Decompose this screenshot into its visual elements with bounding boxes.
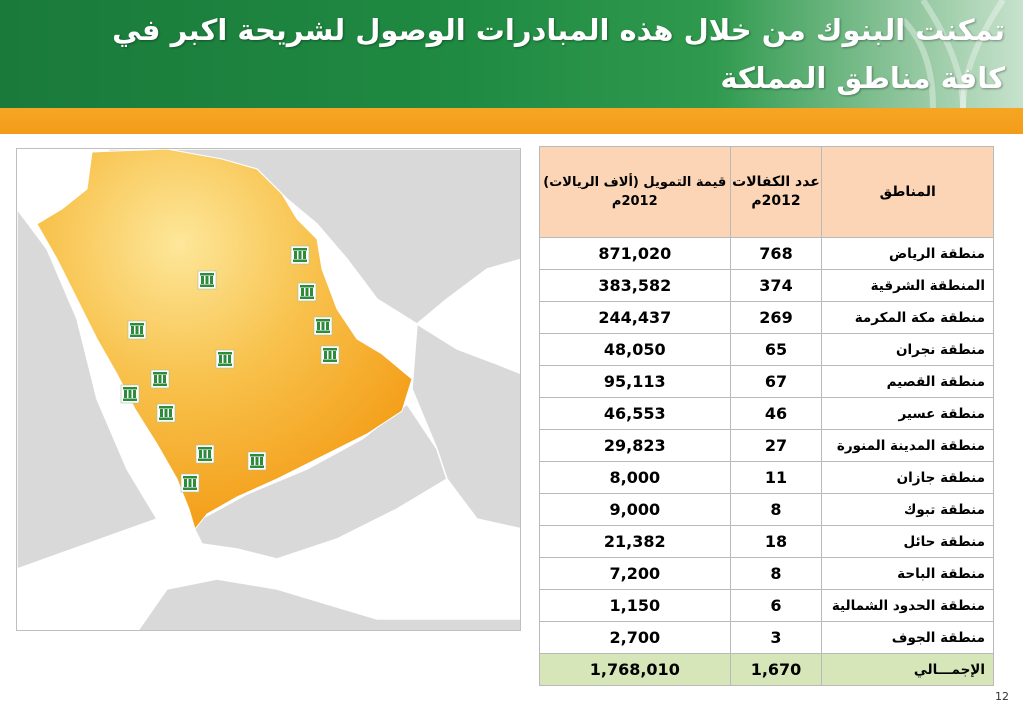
slide-title: تمكنت البنوك من خلال هذه المبادرات الوصو… (112, 13, 1005, 95)
header-value-line2: 2012م (611, 194, 658, 209)
table-header-row: المناطق عدد الكفالات 2012م قيمة التمويل … (539, 146, 994, 238)
bank-building-icon (320, 345, 340, 365)
value-cell: 29,823 (539, 429, 731, 462)
region-cell: منطقة جازان (821, 461, 994, 494)
value-cell: 7,200 (539, 557, 731, 590)
count-cell: 374 (729, 269, 823, 302)
table-row: منطقة الباحة 8 7,200 (539, 557, 994, 590)
region-cell: منطقة حائل (821, 525, 994, 558)
count-cell: 11 (729, 461, 823, 494)
count-cell: 65 (729, 333, 823, 366)
value-cell: 21,382 (539, 525, 731, 558)
table-row: منطقة المدينة المنورة 27 29,823 (539, 429, 994, 462)
bank-building-icon (313, 316, 333, 336)
region-cell: المنطقة الشرقية (821, 269, 994, 302)
region-cell: منطقة الباحة (821, 557, 994, 590)
region-cell: منطقة تبوك (821, 493, 994, 526)
count-cell: 46 (729, 397, 823, 430)
bank-building-icon (290, 245, 310, 265)
region-cell: منطقة القصيم (821, 365, 994, 398)
value-cell: 1,150 (539, 589, 731, 622)
table-total-row: الإجمـــالي 1,670 1,768,010 (539, 653, 994, 686)
egypt-land (17, 207, 159, 570)
value-cell: 2,700 (539, 621, 731, 654)
bank-building-icon (180, 473, 200, 493)
header-value-line1: قيمة التمويل (ألاف الريالات) (543, 175, 727, 190)
total-value-cell: 1,768,010 (539, 653, 731, 686)
region-cell: منطقة الجوف (821, 621, 994, 654)
count-cell: 8 (729, 493, 823, 526)
count-cell: 3 (729, 621, 823, 654)
page-number: 12 (995, 690, 1009, 703)
bank-building-icon (156, 403, 176, 423)
saudi-arabia-shape (36, 149, 413, 531)
value-cell: 48,050 (539, 333, 731, 366)
value-cell: 9,000 (539, 493, 731, 526)
region-cell: منطقة نجران (821, 333, 994, 366)
value-cell: 871,020 (539, 237, 731, 270)
table-row: منطقة الحدود الشمالية 6 1,150 (539, 589, 994, 622)
table-row: منطقة مكة المكرمة 269 244,437 (539, 301, 994, 334)
table-row: منطقة حائل 18 21,382 (539, 525, 994, 558)
count-cell: 6 (729, 589, 823, 622)
bank-building-icon (215, 349, 235, 369)
total-label-cell: الإجمـــالي (821, 653, 994, 686)
region-cell: منطقة الرياض (821, 237, 994, 270)
horn-land (137, 578, 520, 630)
table-row: منطقة عسير 46 46,553 (539, 397, 994, 430)
oman-land (411, 322, 520, 530)
bank-building-icon (120, 384, 140, 404)
bank-building-icon (247, 451, 267, 471)
bank-building-icon (150, 369, 170, 389)
table-row: منطقة القصيم 67 95,113 (539, 365, 994, 398)
header-count: عدد الكفالات 2012م (729, 146, 823, 238)
header-count-line2: 2012م (751, 193, 801, 209)
header-decoration-icon (903, 0, 1006, 108)
table-row: منطقة نجران 65 48,050 (539, 333, 994, 366)
value-cell: 383,582 (539, 269, 731, 302)
slide-header: تمكنت البنوك من خلال هذه المبادرات الوصو… (0, 0, 1023, 108)
count-cell: 8 (729, 557, 823, 590)
table-row: منطقة تبوك 8 9,000 (539, 493, 994, 526)
bank-building-icon (197, 270, 217, 290)
map-graphic (17, 149, 520, 630)
count-cell: 768 (729, 237, 823, 270)
value-cell: 244,437 (539, 301, 731, 334)
value-cell: 46,553 (539, 397, 731, 430)
saudi-map (16, 148, 521, 631)
count-cell: 269 (729, 301, 823, 334)
header-value: قيمة التمويل (ألاف الريالات) 2012م (539, 146, 731, 238)
table-row: منطقة الرياض 768 871,020 (539, 237, 994, 270)
value-cell: 95,113 (539, 365, 731, 398)
count-cell: 27 (729, 429, 823, 462)
total-count-cell: 1,670 (729, 653, 823, 686)
table-row: منطقة الجوف 3 2,700 (539, 621, 994, 654)
region-cell: منطقة الحدود الشمالية (821, 589, 994, 622)
header-region: المناطق (821, 146, 994, 238)
bank-building-icon (195, 444, 215, 464)
count-cell: 67 (729, 365, 823, 398)
region-cell: منطقة مكة المكرمة (821, 301, 994, 334)
region-cell: منطقة المدينة المنورة (821, 429, 994, 462)
financing-table-container: المناطق عدد الكفالات 2012م قيمة التمويل … (539, 146, 994, 686)
header-count-line1: عدد الكفالات (732, 174, 820, 190)
bank-building-icon (127, 320, 147, 340)
table-row: منطقة جازان 11 8,000 (539, 461, 994, 494)
count-cell: 18 (729, 525, 823, 558)
financing-table: المناطق عدد الكفالات 2012م قيمة التمويل … (539, 146, 994, 686)
bank-building-icon (297, 282, 317, 302)
region-cell: منطقة عسير (821, 397, 994, 430)
table-row: المنطقة الشرقية 374 383,582 (539, 269, 994, 302)
orange-band (0, 108, 1023, 134)
value-cell: 8,000 (539, 461, 731, 494)
